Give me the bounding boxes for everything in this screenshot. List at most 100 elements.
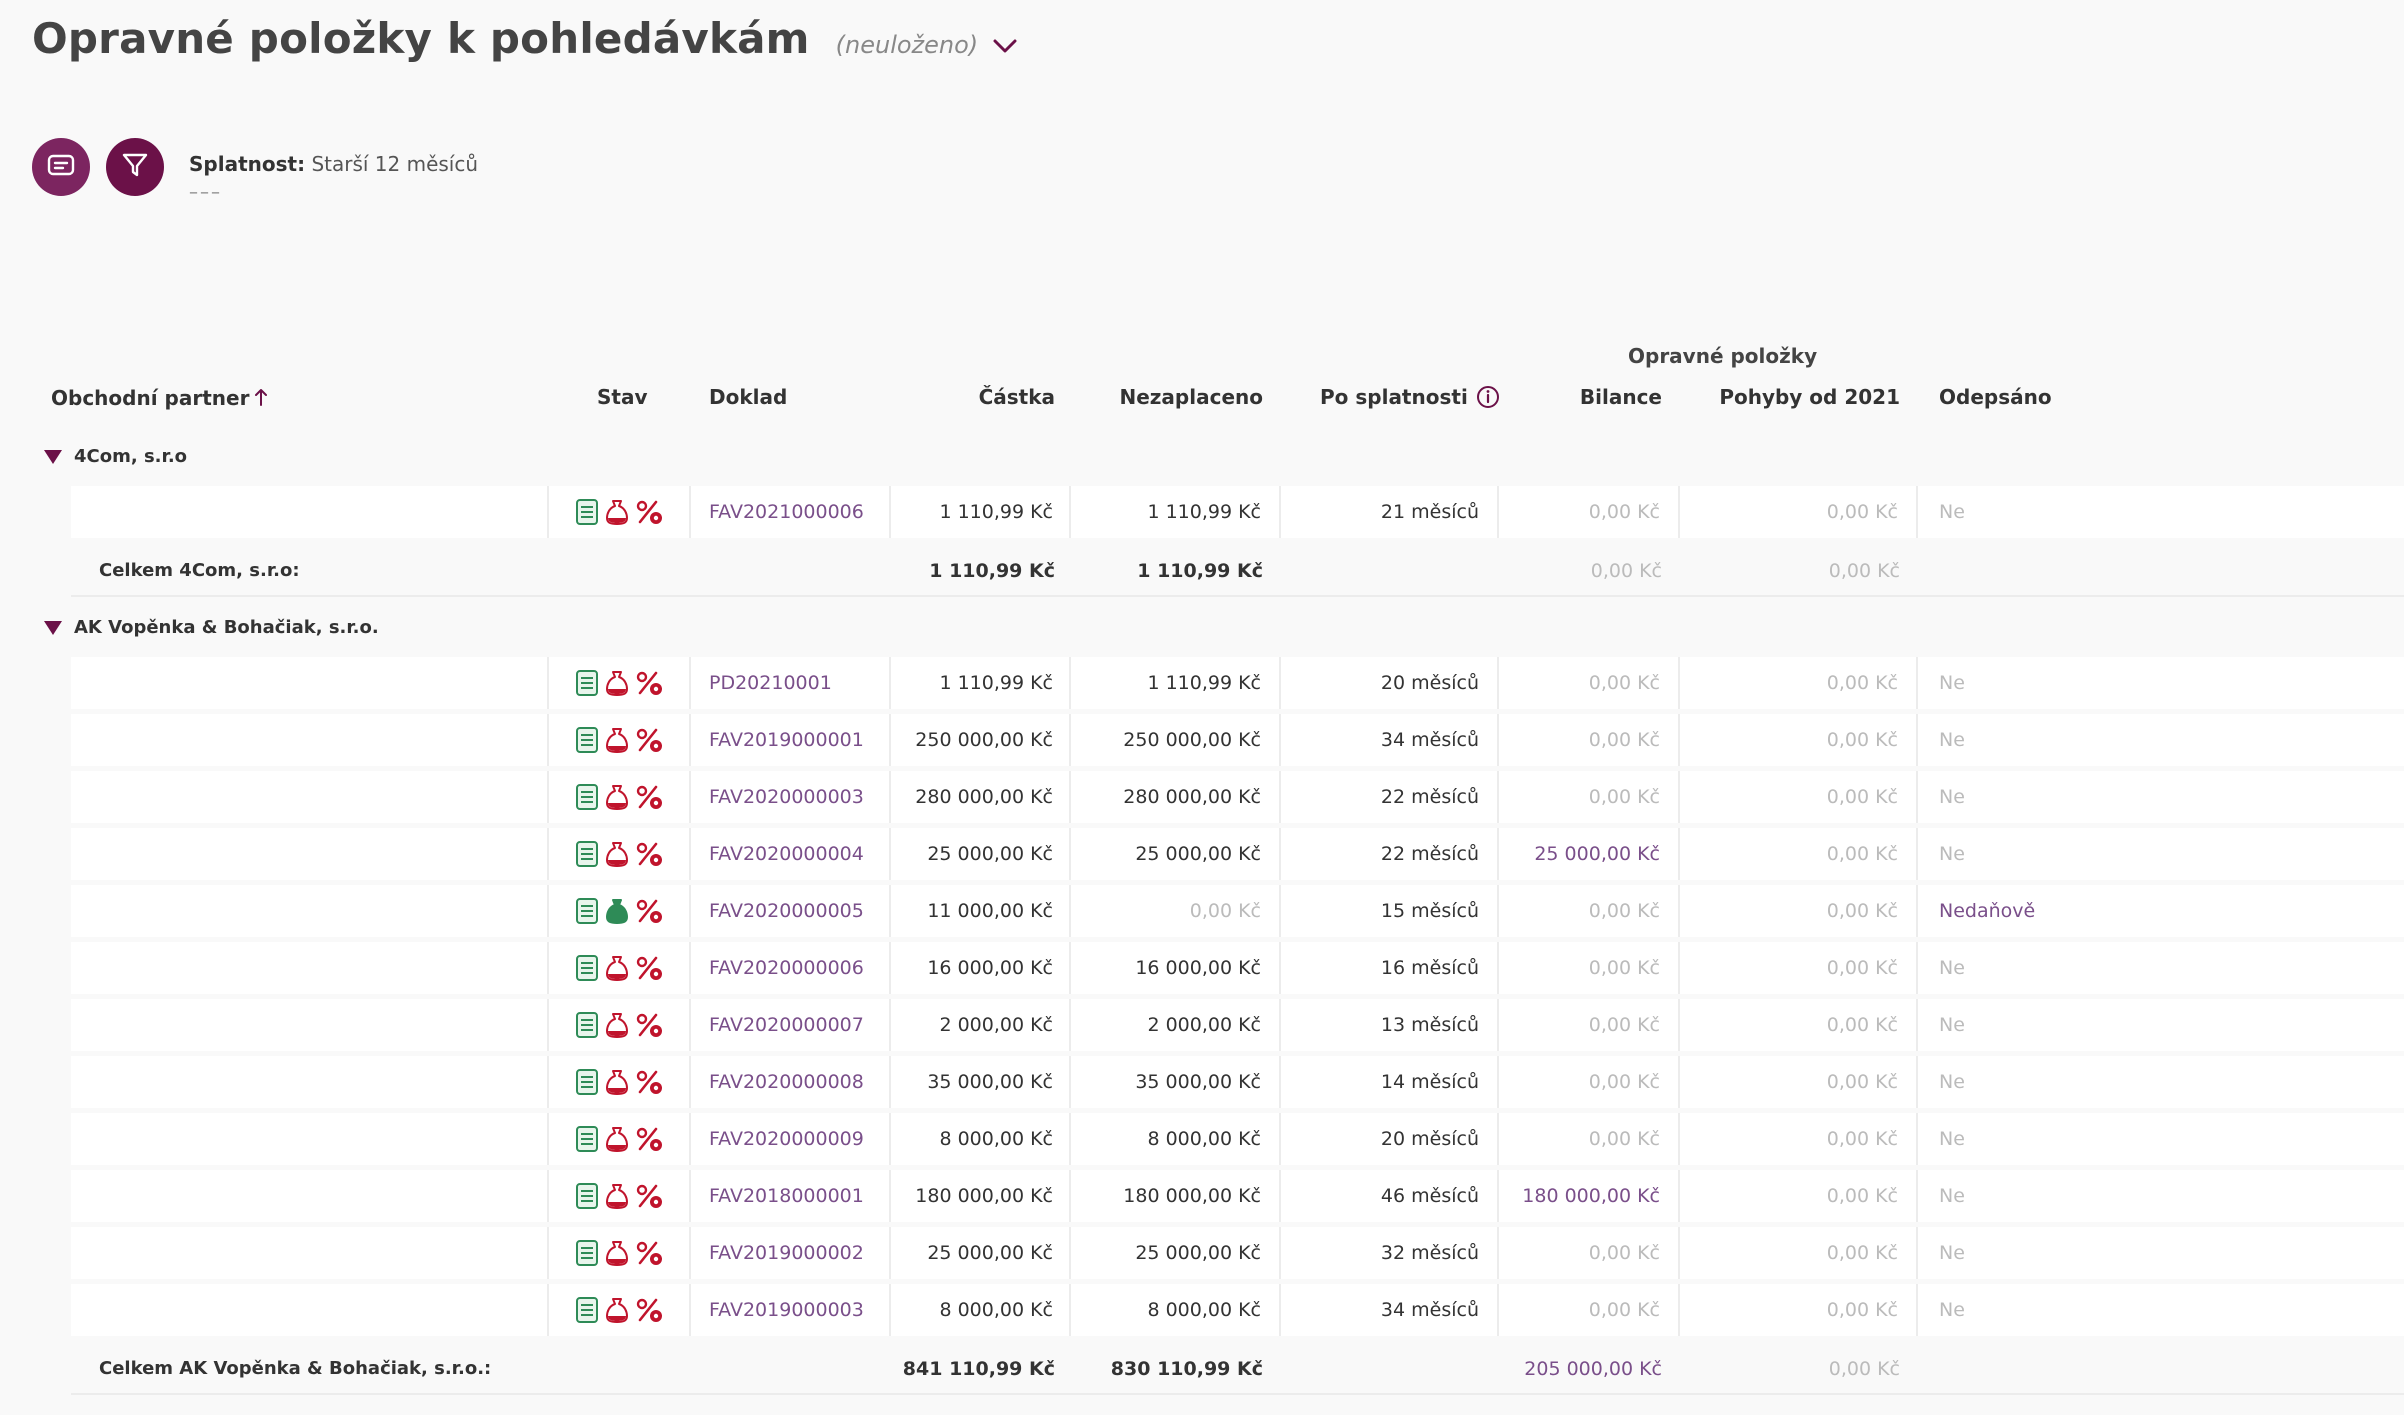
bag-status-icon[interactable] xyxy=(605,669,629,697)
doklad-link[interactable]: FAV2018000001 xyxy=(709,1185,864,1207)
document-status-icon[interactable] xyxy=(575,954,599,982)
bag-status-icon[interactable] xyxy=(605,726,629,754)
total-bilance: 0,00 Kč xyxy=(1590,560,1662,582)
bag-status-icon[interactable] xyxy=(605,1296,629,1324)
document-status-icon[interactable] xyxy=(575,1296,599,1324)
percent-status-icon[interactable] xyxy=(635,1239,665,1267)
bag-status-icon[interactable] xyxy=(605,783,629,811)
percent-status-icon[interactable] xyxy=(635,726,665,754)
bag-status-icon[interactable] xyxy=(605,954,629,982)
bag-status-icon[interactable] xyxy=(605,1182,629,1210)
document-status-icon[interactable] xyxy=(575,1068,599,1096)
percent-status-icon[interactable] xyxy=(635,897,665,925)
po-splatnosti-value: 16 měsíců xyxy=(1380,957,1479,979)
column-header-stav[interactable]: Stav xyxy=(597,385,648,409)
view-toggle-button[interactable] xyxy=(32,138,90,196)
document-status-icon[interactable] xyxy=(575,669,599,697)
percent-status-icon[interactable] xyxy=(635,1068,665,1096)
document-status-icon[interactable] xyxy=(575,1011,599,1039)
bag-status-icon[interactable] xyxy=(605,1125,629,1153)
column-header-bilance[interactable]: Bilance xyxy=(1579,385,1662,409)
doklad-link[interactable]: PD20210001 xyxy=(709,672,832,694)
doklad-link[interactable]: FAV2020000004 xyxy=(709,843,864,865)
bag-status-icon[interactable] xyxy=(605,1068,629,1096)
castka-cell: 25 000,00 Kč xyxy=(891,1227,1071,1279)
table-row[interactable]: FAV2020000008 35 000,00 Kč 35 000,00 Kč … xyxy=(71,1056,2404,1108)
filter-value: Starší 12 měsíců xyxy=(311,152,479,176)
table-row[interactable]: FAV2020000006 16 000,00 Kč 16 000,00 Kč … xyxy=(71,942,2404,994)
doklad-link[interactable]: FAV2020000005 xyxy=(709,900,864,922)
partner-group-header[interactable]: AK Vopěnka & Bohačiak, s.r.o. xyxy=(44,617,379,638)
table-row[interactable]: FAV2019000001 250 000,00 Kč 250 000,00 K… xyxy=(71,714,2404,766)
filter-button[interactable] xyxy=(106,138,164,196)
nezaplaceno-value: 280 000,00 Kč xyxy=(1123,786,1261,808)
bag-status-icon[interactable] xyxy=(605,840,629,868)
document-status-icon[interactable] xyxy=(575,498,599,526)
doklad-link[interactable]: FAV2019000002 xyxy=(709,1242,864,1264)
status-cell xyxy=(549,1113,691,1165)
percent-status-icon[interactable] xyxy=(635,498,665,526)
doklad-link[interactable]: FAV2020000006 xyxy=(709,957,864,979)
table-row[interactable]: FAV2019000002 25 000,00 Kč 25 000,00 Kč … xyxy=(71,1227,2404,1279)
column-header-odepsano[interactable]: Odepsáno xyxy=(1939,385,2052,409)
po-splatnosti-cell: 15 měsíců xyxy=(1281,885,1499,937)
bag-status-icon[interactable] xyxy=(605,1239,629,1267)
odepsano-cell: Nedaňově xyxy=(1918,885,2404,937)
document-status-icon[interactable] xyxy=(575,783,599,811)
doklad-link[interactable]: FAV2021000006 xyxy=(709,501,864,523)
percent-status-icon[interactable] xyxy=(635,1182,665,1210)
bilance-value: 0,00 Kč xyxy=(1588,1071,1660,1093)
document-status-icon[interactable] xyxy=(575,1125,599,1153)
bag-status-icon[interactable] xyxy=(605,1011,629,1039)
nezaplaceno-cell: 1 110,99 Kč xyxy=(1071,486,1281,538)
chevron-down-icon[interactable] xyxy=(992,37,1018,57)
status-cell xyxy=(549,486,691,538)
doklad-link[interactable]: FAV2019000003 xyxy=(709,1299,864,1321)
table-row[interactable]: FAV2020000009 8 000,00 Kč 8 000,00 Kč 20… xyxy=(71,1113,2404,1165)
status-cell xyxy=(549,771,691,823)
table-row[interactable]: FAV2021000006 1 110,99 Kč 1 110,99 Kč 21… xyxy=(71,486,2404,538)
document-status-icon[interactable] xyxy=(575,897,599,925)
column-header-doklad[interactable]: Doklad xyxy=(709,385,788,409)
bag-status-icon[interactable] xyxy=(605,498,629,526)
percent-status-icon[interactable] xyxy=(635,1011,665,1039)
partner-group-header[interactable]: 4Com, s.r.o xyxy=(44,446,187,467)
collapse-triangle-icon[interactable] xyxy=(44,620,62,635)
doklad-link[interactable]: FAV2020000008 xyxy=(709,1071,864,1093)
bag-status-icon[interactable] xyxy=(605,897,629,925)
table-row[interactable]: FAV2020000007 2 000,00 Kč 2 000,00 Kč 13… xyxy=(71,999,2404,1051)
percent-status-icon[interactable] xyxy=(635,783,665,811)
table-row[interactable]: FAV2020000005 11 000,00 Kč 0,00 Kč 15 mě… xyxy=(71,885,2404,937)
document-status-icon[interactable] xyxy=(575,726,599,754)
document-status-icon[interactable] xyxy=(575,1182,599,1210)
doklad-link[interactable]: FAV2020000009 xyxy=(709,1128,864,1150)
collapse-triangle-icon[interactable] xyxy=(44,449,62,464)
document-status-icon[interactable] xyxy=(575,1239,599,1267)
column-header-nezaplaceno[interactable]: Nezaplaceno xyxy=(1119,385,1263,409)
percent-status-icon[interactable] xyxy=(635,1125,665,1153)
doklad-link[interactable]: FAV2019000001 xyxy=(709,729,864,751)
total-nezaplaceno: 1 110,99 Kč xyxy=(1137,560,1263,582)
column-header-po-splatnosti[interactable]: Po splatnosti xyxy=(1320,385,1500,411)
percent-status-icon[interactable] xyxy=(635,669,665,697)
total-pohyby: 0,00 Kč xyxy=(1828,1358,1900,1380)
doklad-link[interactable]: FAV2020000003 xyxy=(709,786,864,808)
document-status-icon[interactable] xyxy=(575,840,599,868)
percent-status-icon[interactable] xyxy=(635,840,665,868)
doklad-link[interactable]: FAV2020000007 xyxy=(709,1014,864,1036)
active-filter[interactable]: Splatnost: Starší 12 měsíců ––– xyxy=(189,152,478,203)
table-row[interactable]: FAV2019000003 8 000,00 Kč 8 000,00 Kč 34… xyxy=(71,1284,2404,1336)
table-row[interactable]: FAV2018000001 180 000,00 Kč 180 000,00 K… xyxy=(71,1170,2404,1222)
doklad-cell: FAV2021000006 xyxy=(691,486,891,538)
column-header-pohyby[interactable]: Pohyby od 2021 xyxy=(1719,385,1900,409)
info-icon[interactable] xyxy=(1476,385,1500,409)
bilance-cell: 0,00 Kč xyxy=(1499,942,1680,994)
percent-status-icon[interactable] xyxy=(635,954,665,982)
table-row[interactable]: FAV2020000003 280 000,00 Kč 280 000,00 K… xyxy=(71,771,2404,823)
column-header-partner[interactable]: Obchodní partner xyxy=(51,385,268,410)
po-splatnosti-value: 34 měsíců xyxy=(1380,729,1479,751)
table-row[interactable]: PD20210001 1 110,99 Kč 1 110,99 Kč 20 mě… xyxy=(71,657,2404,709)
column-header-castka[interactable]: Částka xyxy=(978,385,1055,409)
table-row[interactable]: FAV2020000004 25 000,00 Kč 25 000,00 Kč … xyxy=(71,828,2404,880)
percent-status-icon[interactable] xyxy=(635,1296,665,1324)
